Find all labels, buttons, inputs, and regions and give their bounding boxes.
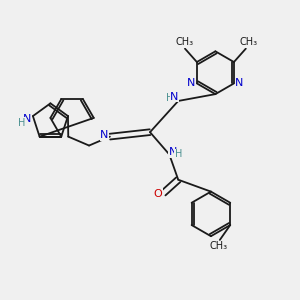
- Text: H: H: [18, 118, 25, 128]
- Text: CH₃: CH₃: [239, 37, 257, 47]
- Text: N: N: [169, 147, 177, 157]
- Text: N: N: [170, 92, 178, 101]
- Text: N: N: [235, 78, 244, 88]
- Text: H: H: [166, 93, 173, 103]
- Text: O: O: [154, 189, 162, 199]
- Text: CH₃: CH₃: [176, 37, 194, 47]
- Text: H: H: [175, 149, 182, 159]
- Text: N: N: [187, 78, 196, 88]
- Text: CH₃: CH₃: [209, 242, 227, 251]
- Text: N: N: [100, 130, 109, 140]
- Text: N: N: [23, 114, 31, 124]
